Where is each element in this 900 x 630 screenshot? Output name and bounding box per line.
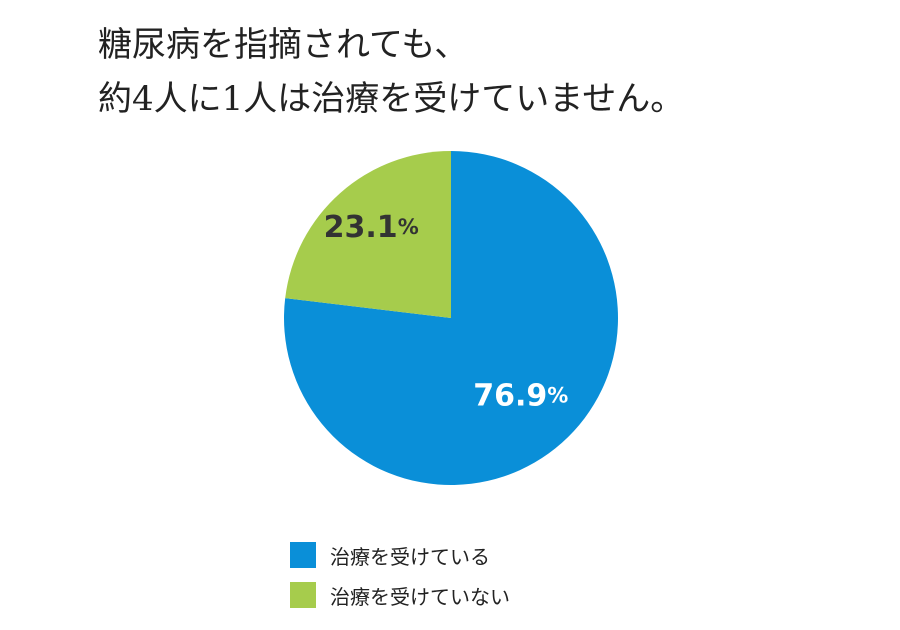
- slice-label-treated-unit: %: [547, 384, 568, 408]
- legend-item-treated: 治療を受けている: [290, 540, 510, 570]
- legend-label-untreated: 治療を受けていない: [330, 584, 510, 609]
- legend-item-untreated: 治療を受けていない: [290, 580, 510, 610]
- legend: 治療を受けている 治療を受けていない: [290, 540, 510, 620]
- legend-swatch-treated: [290, 542, 316, 568]
- slice-label-untreated-value: 23.1: [324, 210, 398, 245]
- slice-label-untreated-unit: %: [398, 215, 419, 239]
- chart-title-line-1: 糖尿病を指摘されても、: [98, 25, 469, 65]
- chart-title: 糖尿病を指摘されても、 約4人に1人は治療を受けていません。: [98, 18, 684, 126]
- slice-label-untreated: 23.1%: [324, 210, 419, 245]
- slice-label-treated-value: 76.9: [473, 378, 547, 413]
- legend-swatch-untreated: [290, 582, 316, 608]
- slice-untreated: [285, 151, 451, 318]
- slice-treated: [284, 151, 619, 485]
- chart-title-line-2: 約4人に1人は治療を受けていません。: [98, 79, 685, 119]
- legend-label-treated: 治療を受けている: [330, 544, 490, 569]
- slice-label-treated: 76.9%: [473, 378, 568, 413]
